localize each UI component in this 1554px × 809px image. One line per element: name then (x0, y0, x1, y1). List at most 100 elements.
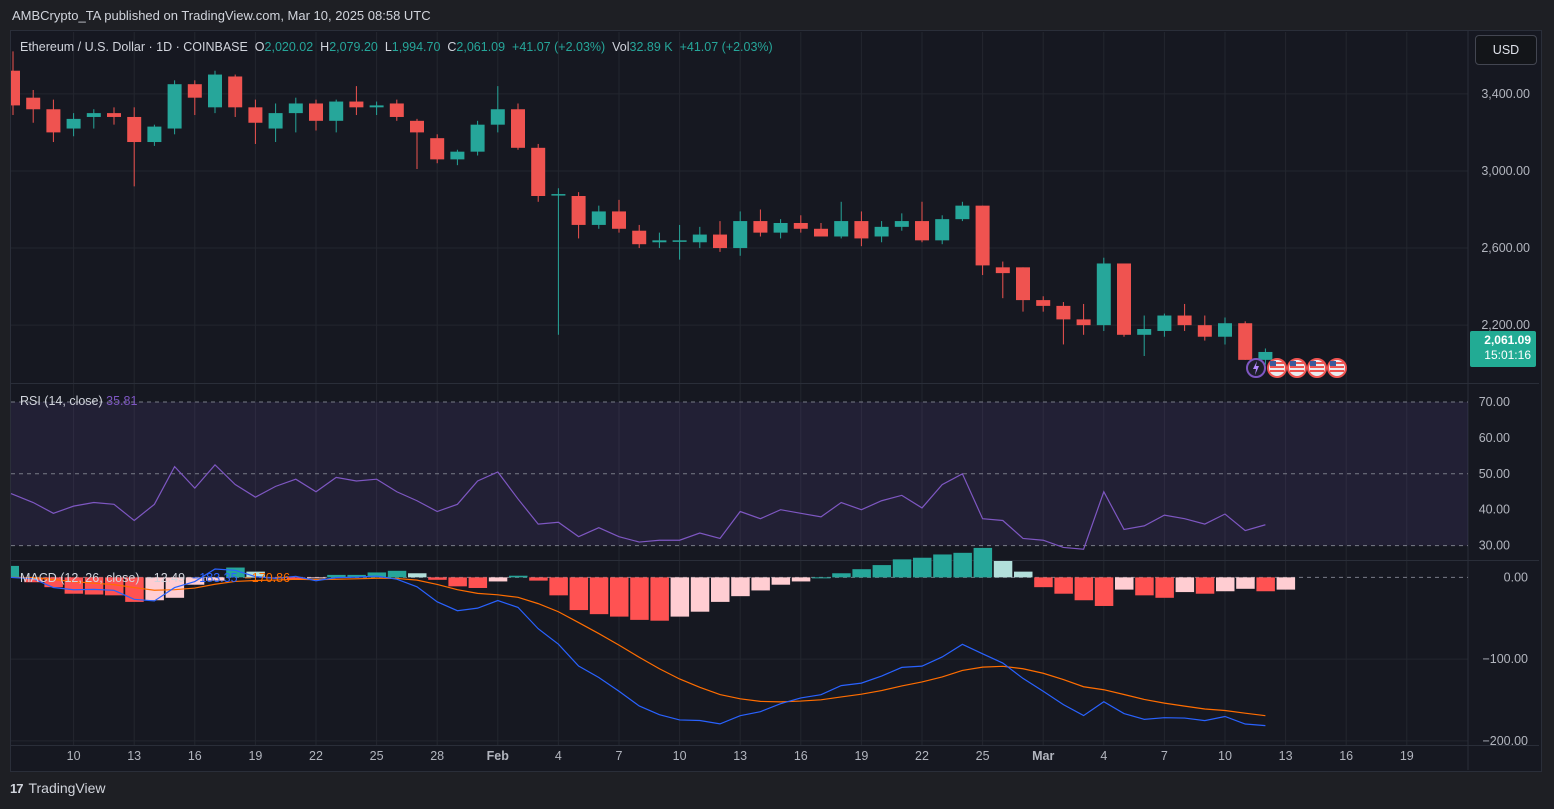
candle-body (571, 196, 586, 225)
macd-hist-bar (125, 577, 144, 602)
macd-hist-bar (549, 577, 568, 596)
open-value: 2,020.02 (264, 40, 314, 54)
candle-body (1016, 267, 1030, 301)
macd-hist-bar (650, 577, 669, 621)
x-tick-label: 16 (188, 749, 202, 763)
rsi-band (11, 401, 1468, 547)
bar-countdown: 15:01:16 (1484, 348, 1531, 362)
macd-line-value: −183.35 (191, 571, 238, 585)
macd-hist-bar (105, 577, 124, 596)
macd-hist-bar (1216, 577, 1235, 592)
candle-body (107, 113, 121, 117)
macd-hist-bar (973, 547, 993, 578)
candle-body (450, 151, 465, 160)
candle-body (248, 107, 263, 123)
rsi-legend[interactable]: RSI (14, close) 35.81 (20, 394, 137, 408)
currency-button[interactable]: USD (1475, 35, 1537, 65)
x-tick-label: Mar (1032, 749, 1054, 763)
candle-body (995, 267, 1010, 274)
symbol-title[interactable]: Ethereum / U.S. Dollar · 1D · COINBASE (20, 40, 248, 54)
macd-line (10, 568, 1266, 727)
x-tick-label: 25 (976, 749, 990, 763)
macd-lines (10, 568, 1266, 727)
candle-body (773, 222, 788, 233)
candle-body (46, 109, 61, 133)
x-tick-label: 7 (616, 749, 623, 763)
candle-body (793, 222, 808, 229)
x-tick-label: 10 (67, 749, 81, 763)
macd-hist-bar (569, 577, 589, 611)
candle-body (349, 101, 364, 108)
candle-body (26, 97, 41, 110)
macd-hist-bar (1256, 577, 1275, 592)
macd-hist-bar (630, 577, 649, 620)
macd-hist-bar (933, 554, 952, 578)
grid (11, 32, 1468, 745)
x-tick-label: 7 (1161, 749, 1168, 763)
candle-body (1117, 263, 1131, 335)
candle-body (1036, 300, 1051, 306)
published-info: AMBCrypto_TA published on TradingView.co… (12, 8, 431, 23)
x-tick-label: 19 (1400, 749, 1414, 763)
candle-body (11, 70, 20, 106)
candles (11, 51, 1273, 365)
candle-body (147, 126, 162, 143)
candle-body (369, 105, 384, 108)
us-flag-event-icon (1287, 358, 1307, 378)
macd-hist-bar (347, 574, 366, 578)
y-tick-label: 2,200.00 (1481, 318, 1530, 332)
y-tick-label: 3,400.00 (1481, 87, 1530, 101)
x-tick-label: 4 (1100, 749, 1107, 763)
x-tick-label: 22 (915, 749, 929, 763)
macd-hist-bar (84, 577, 104, 595)
macd-hist-bar (1195, 577, 1215, 594)
candle-body (874, 226, 889, 237)
low-value: 1,994.70 (391, 40, 441, 54)
candle-body (612, 211, 626, 229)
x-tick-label: 19 (854, 749, 868, 763)
candle-body (1056, 305, 1071, 320)
chart-frame (10, 30, 1542, 772)
macd-hist-bar (367, 572, 387, 578)
x-tick-label: 25 (370, 749, 384, 763)
macd-legend[interactable]: MACD (12, 26, close) −12.49 −183.35 −170… (20, 571, 290, 585)
macd-hist-bar (1155, 577, 1174, 598)
macd-hist-bar (408, 573, 427, 578)
macd-hist-bar (610, 577, 629, 617)
macd-hist-bar (1135, 577, 1154, 596)
candle-body (854, 221, 869, 239)
x-tick-label: 4 (555, 749, 562, 763)
candle-body (753, 221, 768, 233)
macd-hist-bar (488, 577, 508, 582)
macd-hist-bar (24, 577, 43, 583)
candle-body (894, 221, 909, 227)
footer-brand[interactable]: 17 TradingView (10, 780, 106, 796)
last-price: 2,061.09 (1484, 333, 1531, 347)
macd-signal-value: −170.86 (244, 571, 291, 585)
candle-body (1197, 325, 1212, 337)
macd-hist-bar (993, 561, 1013, 578)
macd-hist-bar (791, 577, 811, 582)
rsi-tick-label: 60.00 (1479, 431, 1510, 445)
candle-body (1177, 315, 1192, 326)
candle-body (228, 76, 243, 108)
macd-hist-bar (751, 577, 770, 591)
macd-hist-bar (1034, 577, 1053, 588)
candle-body (86, 113, 101, 117)
candle-body (1218, 323, 1232, 337)
brand-name: TradingView (28, 780, 106, 796)
macd-hist-bar (731, 577, 750, 597)
event-icons (1246, 358, 1347, 378)
x-tick-label: Feb (487, 749, 510, 763)
candle-body (834, 221, 849, 237)
macd-hist-bar (206, 577, 225, 581)
candle-body (1137, 329, 1152, 335)
candle-body (288, 103, 303, 114)
macd-hist-bar (1094, 577, 1114, 606)
x-tick-label: 13 (127, 749, 141, 763)
macd-hist-bar (1014, 571, 1033, 578)
price-legend: Ethereum / U.S. Dollar · 1D · COINBASE O… (20, 40, 773, 54)
high-value: 2,079.20 (329, 40, 378, 54)
macd-hist-bar (953, 552, 972, 578)
candle-body (389, 103, 404, 117)
